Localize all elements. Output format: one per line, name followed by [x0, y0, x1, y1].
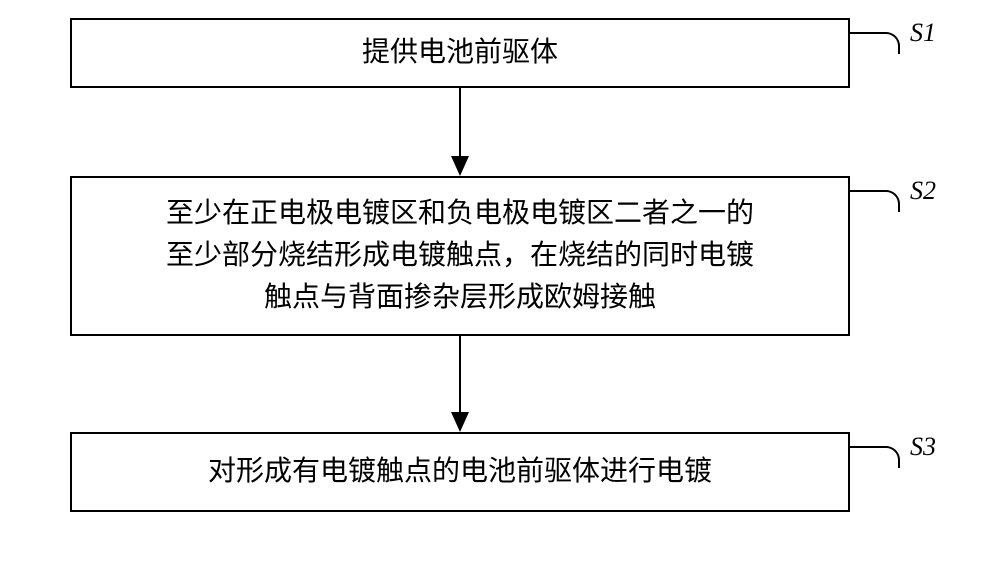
flowchart-canvas: 提供电池前驱体S1至少在正电极电镀区和负电极电镀区二者之一的 至少部分烧结形成电…	[0, 0, 1000, 586]
flowchart-edge-n2-n3	[0, 0, 1000, 586]
